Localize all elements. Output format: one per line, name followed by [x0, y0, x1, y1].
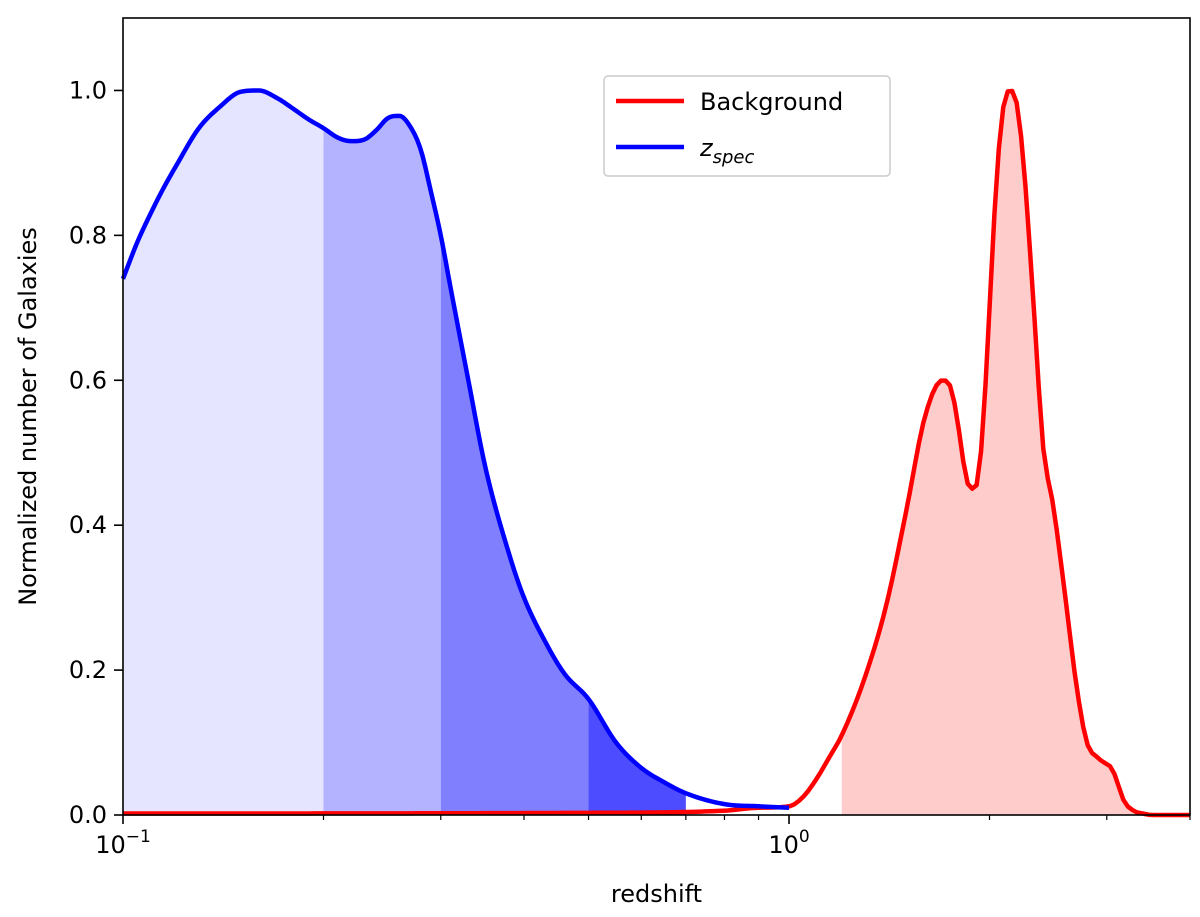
y-tick-label: 0.0: [69, 801, 107, 829]
y-tick-label: 0.8: [69, 221, 107, 249]
x-tick-label: 10−1: [95, 827, 151, 859]
y-axis-ticks: 0.0 0.2 0.4 0.6 0.8 1.0: [69, 76, 123, 829]
legend: Background zspec: [603, 75, 891, 177]
series-line-1: [120, 88, 790, 810]
series-fills: [123, 90, 1190, 816]
y-tick-label: 0.2: [69, 656, 107, 684]
series-0-fill-band-0: [841, 90, 1190, 815]
y-tick-label: 1.0: [69, 76, 107, 104]
series-1-fill-band-2: [440, 235, 589, 816]
y-tick-label: 0.4: [69, 511, 107, 539]
x-tick-label: 100: [768, 827, 809, 859]
series-1-fill-band-3: [588, 699, 686, 815]
series-1-fill-band-0: [123, 90, 324, 815]
y-axis-label: Normalized number of Galaxies: [14, 227, 42, 606]
legend-label: zspec: [699, 134, 754, 168]
plot-frame: [122, 17, 1191, 816]
series-lines: [120, 88, 1190, 818]
legend-label: Background: [700, 88, 843, 116]
series-1-fill-band-1: [323, 115, 441, 815]
x-axis-ticks: 10−1 100: [95, 815, 1191, 859]
x-axis-label: redshift: [611, 880, 702, 908]
series-line-0: [123, 88, 1190, 818]
y-tick-label: 0.6: [69, 366, 107, 394]
